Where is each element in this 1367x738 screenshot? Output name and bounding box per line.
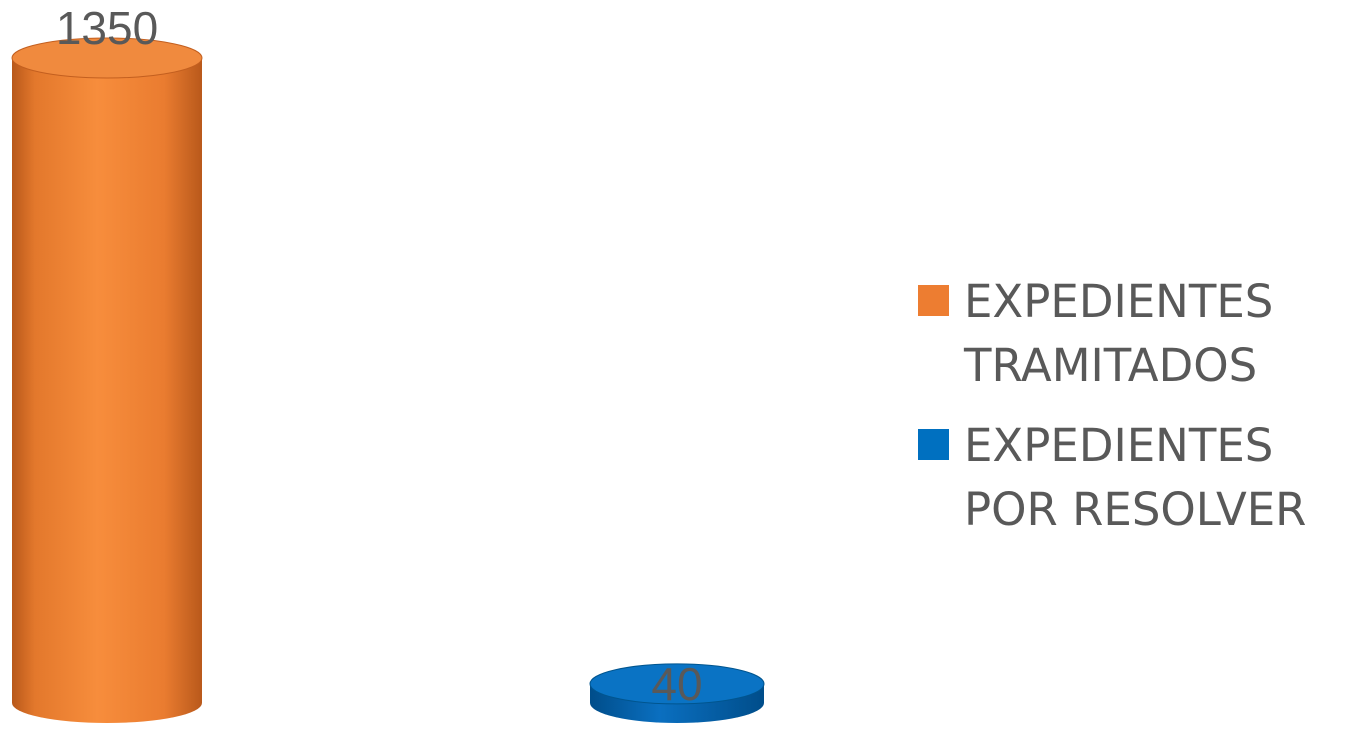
data-label-por-resolver: 40 bbox=[651, 658, 702, 710]
legend-item-por-resolver: EXPEDIENTES POR RESOLVER bbox=[918, 414, 1363, 542]
bar-top-por-resolver bbox=[589, 663, 765, 705]
legend-swatch-por-resolver bbox=[918, 429, 949, 460]
chart-plot: 1350 40 bbox=[11, 2, 765, 723]
legend-item-tramitados: EXPEDIENTES TRAMITADOS bbox=[918, 270, 1363, 398]
legend-swatch-tramitados bbox=[918, 285, 949, 316]
bar-top-tramitados bbox=[11, 37, 203, 79]
bar-por-resolver bbox=[589, 663, 765, 723]
data-label-tramitados: 1350 bbox=[56, 2, 158, 54]
bar-body-tramitados bbox=[12, 58, 202, 723]
legend-label-por-resolver: EXPEDIENTES POR RESOLVER bbox=[964, 419, 1307, 536]
legend-label-tramitados: EXPEDIENTES TRAMITADOS bbox=[964, 275, 1274, 392]
legend: EXPEDIENTES TRAMITADOS EXPEDIENTES POR R… bbox=[918, 270, 1363, 558]
bar-tramitados bbox=[11, 37, 203, 723]
